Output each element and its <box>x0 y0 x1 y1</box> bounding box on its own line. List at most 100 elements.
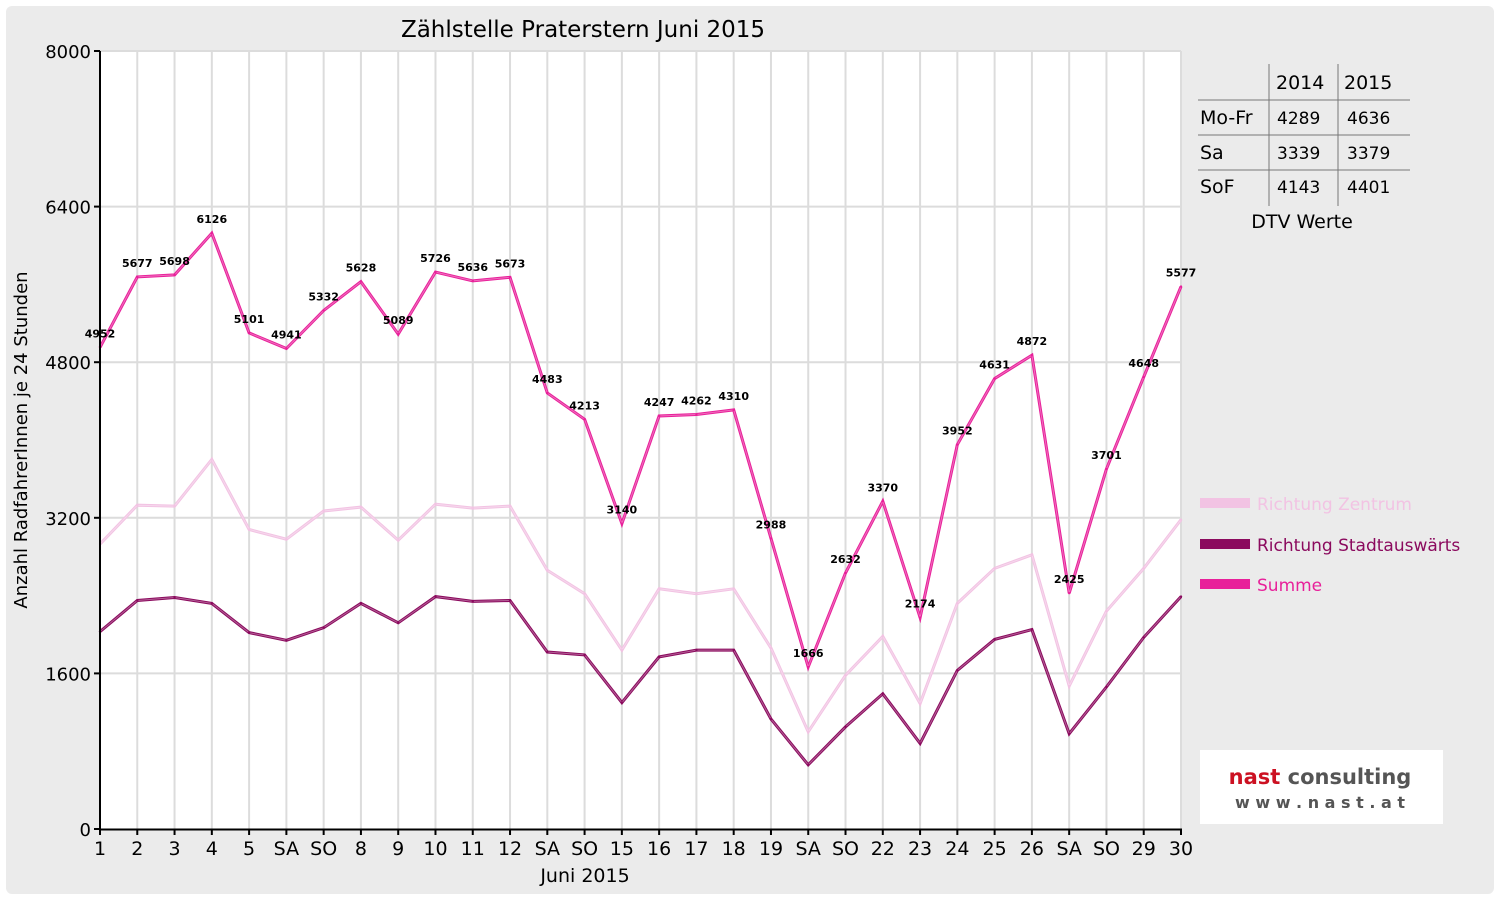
data-point <box>993 567 996 570</box>
data-point <box>1105 467 1108 471</box>
data-point <box>1030 628 1034 631</box>
data-point <box>546 391 549 395</box>
data-point <box>1142 375 1145 379</box>
data-point <box>173 596 176 599</box>
data-point <box>322 626 325 629</box>
x-tick-label: 22 <box>871 838 895 860</box>
data-point <box>359 602 363 605</box>
series-line <box>98 230 1183 672</box>
data-label: 3952 <box>942 425 973 438</box>
data-point <box>322 509 325 513</box>
data-point <box>247 331 251 335</box>
x-tick-label: 30 <box>1169 838 1193 860</box>
dtv-cell: 4289 <box>1277 109 1320 129</box>
data-point <box>732 408 735 412</box>
y-tick-labels: 0 1600 3200 4800 6400 8000 <box>45 42 100 841</box>
data-label: 2632 <box>830 553 861 566</box>
y-tick-label: 6400 <box>45 198 91 219</box>
x-tick-labels: 1 2 3 4 5 SA SO 8 9 10 11 12 SA SO 15 16 17 18 19 SA SO 22 23 2… <box>94 829 1193 860</box>
dtv-col-2014: 2014 <box>1276 72 1324 94</box>
data-point <box>620 701 624 704</box>
x-tick-label: SA <box>1056 838 1081 860</box>
data-label: 5726 <box>420 252 451 265</box>
data-label: 4213 <box>569 399 600 412</box>
dtv-row-label: Mo-Fr <box>1200 107 1253 129</box>
data-point <box>1030 353 1034 357</box>
data-point <box>546 569 549 572</box>
data-point <box>397 621 400 625</box>
data-label: 3140 <box>607 504 638 517</box>
x-tick-label: SO <box>571 838 598 860</box>
data-point <box>1179 595 1183 598</box>
data-point <box>769 717 773 721</box>
data-point <box>397 332 400 336</box>
y-axis-label: Anzahl RadfahrerInnen je 24 Stunden <box>11 271 32 608</box>
data-label: 4262 <box>681 395 712 408</box>
data-point <box>1067 591 1071 595</box>
data-point <box>1179 285 1183 288</box>
data-point <box>1067 684 1071 688</box>
data-point <box>583 653 586 657</box>
data-point <box>956 602 959 605</box>
data-label: 5577 <box>1166 267 1197 280</box>
data-label: 4872 <box>1017 335 1048 348</box>
x-tick-label: 8 <box>355 838 367 860</box>
x-tick-label: 4 <box>206 838 218 860</box>
x-tick-label: 10 <box>423 838 447 860</box>
data-point <box>657 414 661 418</box>
data-label: 5332 <box>308 290 339 303</box>
y-tick-label: 0 <box>80 820 91 841</box>
data-point <box>732 587 735 590</box>
x-tick-label: 24 <box>945 838 969 860</box>
logo-url: w w w . n a s t . a t <box>1235 793 1405 812</box>
data-point <box>359 280 363 283</box>
x-tick-label: 16 <box>647 838 671 860</box>
logo-name: nast consulting <box>1229 765 1412 789</box>
data-point <box>471 506 474 510</box>
x-tick-label: 18 <box>722 838 746 860</box>
data-point <box>1142 636 1145 639</box>
data-point <box>136 599 139 602</box>
dtv-cell: 3339 <box>1277 144 1320 164</box>
data-label: 2425 <box>1054 573 1085 586</box>
data-point <box>881 635 884 638</box>
data-point <box>732 648 735 652</box>
data-label: 4648 <box>1128 357 1159 370</box>
data-point <box>583 418 586 421</box>
data-point <box>769 537 773 540</box>
data-point <box>247 631 251 634</box>
dtv-table-caption: DTV Werte <box>1251 211 1353 233</box>
data-label: 6126 <box>197 213 228 226</box>
data-point <box>397 538 400 542</box>
data-point <box>620 522 624 525</box>
data-point <box>844 571 847 575</box>
data-point <box>993 377 996 380</box>
data-point <box>247 528 251 531</box>
y-tick-label: 4800 <box>45 353 91 374</box>
dtv-cell: 4401 <box>1347 178 1390 198</box>
data-label: 2174 <box>905 598 936 611</box>
data-point <box>1105 609 1108 613</box>
legend-swatch <box>1200 539 1250 549</box>
data-point <box>359 505 363 509</box>
x-tick-label: 5 <box>243 838 255 860</box>
data-point <box>956 443 959 446</box>
data-point <box>471 600 474 603</box>
data-point <box>1105 685 1108 689</box>
data-label: 5673 <box>495 257 526 270</box>
data-point <box>844 674 847 677</box>
data-point <box>285 347 288 350</box>
axes <box>99 51 1182 831</box>
data-label: 4941 <box>271 328 302 341</box>
data-label: 3370 <box>867 481 898 494</box>
x-tick-label: 9 <box>392 838 404 860</box>
data-point <box>1030 553 1034 556</box>
data-point <box>173 273 176 277</box>
data-point <box>285 639 288 642</box>
x-tick-label: 19 <box>759 838 783 860</box>
data-point <box>136 503 139 507</box>
logo-name-part: nast <box>1229 765 1288 789</box>
data-point <box>508 504 512 508</box>
x-tick-label: SO <box>1093 838 1120 860</box>
